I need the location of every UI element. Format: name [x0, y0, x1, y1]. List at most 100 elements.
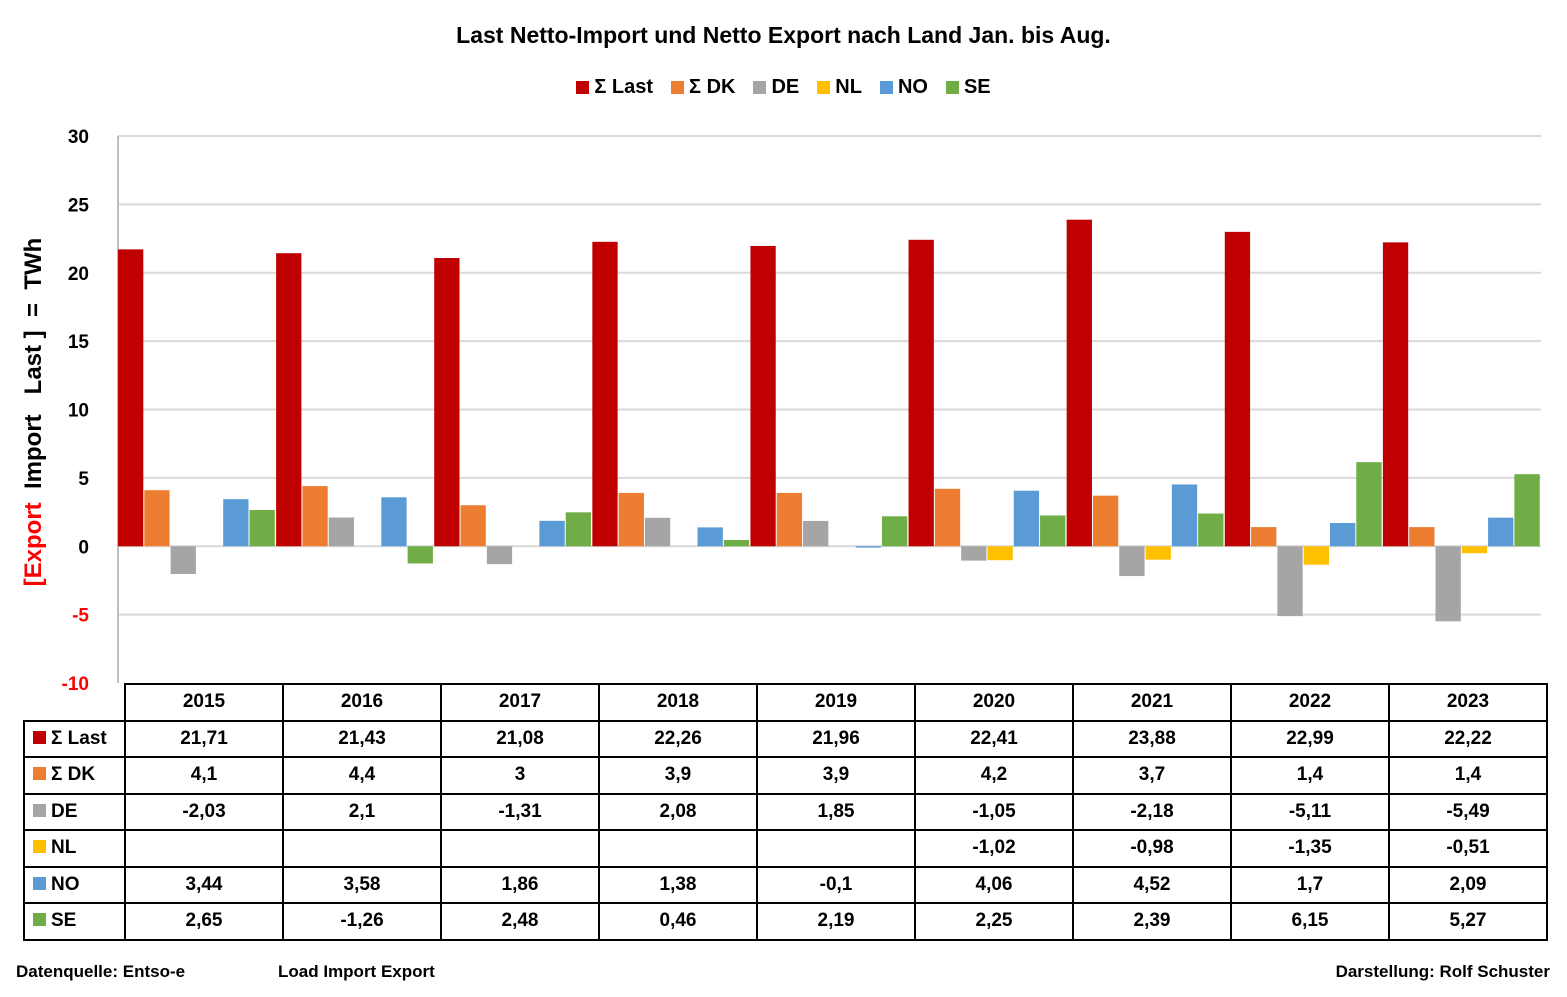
bar-no-2017: [539, 520, 565, 547]
y-tick-label: 10: [68, 401, 89, 422]
y-tick-label: 5: [78, 469, 89, 490]
legend-item: DE: [753, 76, 799, 99]
table-swatch: [33, 876, 46, 890]
table-swatch: [33, 730, 46, 744]
table-cell: 2,25: [914, 902, 1074, 941]
bar-de-2018: [644, 517, 671, 547]
y-tick-label: -5: [72, 606, 89, 627]
table-cell: 3,44: [124, 865, 284, 904]
table-cell: 4,06: [914, 865, 1074, 904]
table-cell: 1,4: [1388, 756, 1548, 795]
legend-label: Σ Last: [594, 76, 654, 98]
bar-de-2016: [328, 517, 355, 547]
table-header-year: 2023: [1388, 683, 1548, 722]
table-cell: 6,15: [1230, 902, 1390, 941]
table-row: Σ DK 4,1 4,4 3 3,9 3,9 4,2 3,7 1,4 1,4: [23, 756, 1548, 795]
table-cell: 1,86: [440, 865, 600, 904]
table-header-year: 2018: [598, 683, 758, 722]
legend-label: DE: [771, 76, 800, 98]
bar-dk-2019: [776, 492, 803, 547]
table-row-label: Σ DK: [23, 756, 126, 795]
table-cell: -2,18: [1072, 792, 1232, 831]
table-cell: 1,4: [1230, 756, 1390, 795]
table-cell: 3,9: [598, 756, 758, 795]
bar-dk-2015: [144, 490, 170, 547]
bar-no-2021: [1171, 484, 1198, 547]
bar-no-2019: [855, 546, 881, 548]
bar-se-2023: [1514, 474, 1540, 547]
table-cell: -5,11: [1230, 792, 1390, 831]
table-cell: 0,46: [598, 902, 758, 941]
bar-no-2020: [1013, 490, 1040, 547]
table-cell: 5,27: [1388, 902, 1548, 941]
table-row-label: NL: [23, 829, 126, 868]
table-cell: -1,26: [282, 902, 442, 941]
table-cell: 1,7: [1230, 865, 1390, 904]
table-cell: 2,08: [598, 792, 758, 831]
table-cell: -0,51: [1388, 829, 1548, 868]
table-row: NO 3,44 3,58 1,86 1,38 -0,1 4,06 4,52 1,7 2,09: [23, 865, 1548, 904]
table-swatch: [33, 767, 46, 781]
table-cell: 2,48: [440, 902, 600, 941]
table-cell: 3,7: [1072, 756, 1232, 795]
table-cell: 22,99: [1230, 719, 1390, 758]
table-cell: 2,19: [756, 902, 916, 941]
table-header-year: 2020: [914, 683, 1074, 722]
bar-nl-2022: [1303, 546, 1329, 565]
table-swatch: [33, 803, 46, 817]
bar-de-2015: [170, 546, 196, 575]
bar-last-2015: [118, 249, 144, 547]
bar-dk-2016: [302, 486, 328, 547]
table-cell: 2,65: [124, 902, 284, 941]
bar-se-2021: [1198, 513, 1224, 547]
table-cell: -1,02: [914, 829, 1074, 868]
table-cell: 21,08: [440, 719, 600, 758]
bar-dk-2023: [1409, 527, 1435, 547]
table-cell: 3,58: [282, 865, 442, 904]
bar-se-2017: [565, 512, 592, 547]
bar-de-2017: [486, 546, 513, 565]
bar-dk-2018: [618, 492, 644, 547]
bar-se-2016: [407, 546, 433, 564]
table-cell: 22,22: [1388, 719, 1548, 758]
y-tick-label: 25: [68, 195, 90, 216]
y-tick-label: 30: [68, 127, 89, 148]
legend-label: SE: [963, 76, 991, 98]
y-tick-label: 0: [78, 537, 89, 558]
table-cell: 4,4: [282, 756, 442, 795]
table-row: SE 2,65 -1,26 2,48 0,46 2,19 2,25 2,39 6,15 5,27: [23, 902, 1548, 941]
table-header-year: 2019: [756, 683, 916, 722]
table-cell: [598, 829, 758, 868]
bar-de-2023: [1435, 546, 1461, 622]
table-header-year: 2017: [440, 683, 600, 722]
legend-swatch: [753, 81, 767, 94]
table-cell: 4,2: [914, 756, 1074, 795]
bar-no-2022: [1329, 523, 1356, 547]
table-row-label: NO: [23, 865, 126, 904]
table-cell: 22,26: [598, 719, 758, 758]
table-cell: [124, 829, 284, 868]
table-corner: [24, 684, 125, 722]
table-cell: [756, 829, 916, 868]
data-table: 2015 2016 2017 2018 2019 2020 2021 2022 2023 Σ La…: [23, 683, 1548, 941]
table-header-year: 2016: [282, 683, 442, 722]
bar-no-2015: [223, 499, 249, 547]
y-tick-label: 15: [68, 332, 90, 353]
table-cell: 3,9: [756, 756, 916, 795]
table-cell: 1,85: [756, 792, 916, 831]
table-row-label: DE: [23, 792, 126, 831]
table-header-year: 2015: [124, 683, 284, 722]
bar-dk-2021: [1092, 495, 1119, 547]
table-swatch: [33, 840, 46, 854]
bar-dk-2020: [934, 488, 961, 547]
table-cell: -1,35: [1230, 829, 1390, 868]
table-cell: 21,96: [756, 719, 916, 758]
legend-label: NL: [835, 76, 862, 98]
bar-nl-2023: [1461, 546, 1488, 554]
legend-item: NL: [817, 76, 862, 99]
legend-swatch: [671, 81, 685, 94]
legend-item: SE: [945, 76, 991, 99]
table-header-year: 2022: [1230, 683, 1390, 722]
bar-de-2021: [1119, 546, 1145, 577]
y-tick-label: 20: [68, 264, 89, 285]
